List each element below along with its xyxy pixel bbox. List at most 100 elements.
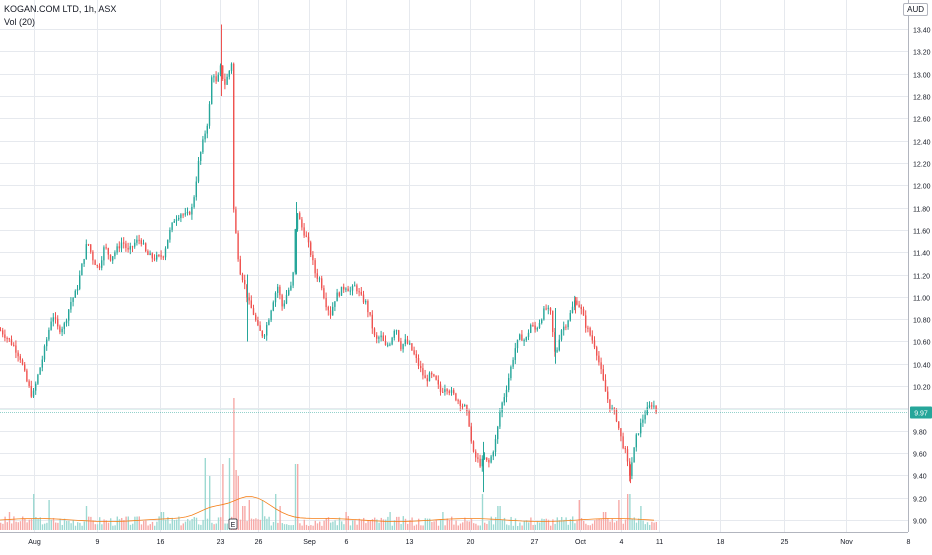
volume-bar: [270, 525, 272, 530]
x-tick-label: Oct: [575, 539, 586, 546]
volume-bar: [330, 522, 332, 530]
candle-body: [545, 308, 547, 310]
candle-body: [556, 350, 558, 352]
candle-body: [369, 312, 371, 315]
candle-body: [523, 340, 525, 342]
volume-bar: [565, 517, 567, 530]
volume-bar: [481, 494, 484, 530]
volume-bar: [149, 524, 151, 530]
volume-bar: [611, 518, 613, 530]
volume-bar: [503, 517, 506, 530]
candle-body: [50, 321, 52, 330]
volume-bar: [191, 518, 193, 530]
volume-bar: [442, 512, 444, 530]
volume-bar: [257, 519, 259, 530]
candle-body: [200, 152, 202, 161]
candle-body: [646, 407, 648, 415]
volume-bar: [136, 516, 138, 530]
volume-bars: [0, 398, 657, 530]
volume-bar: [470, 519, 473, 530]
candle-body: [391, 337, 393, 345]
candle-body: [19, 356, 21, 360]
volume-bar: [499, 506, 501, 530]
volume-bar: [44, 523, 46, 530]
candle-body: [257, 320, 259, 326]
volume-bar: [407, 523, 409, 530]
candle-body: [490, 456, 492, 463]
candle-body: [499, 412, 501, 427]
y-tick-label: 9.00: [913, 519, 927, 526]
candle-body: [241, 274, 244, 281]
candle-body: [142, 243, 145, 245]
volume-bar: [312, 525, 314, 530]
volume-bar: [389, 512, 391, 530]
x-tick-label: 4: [620, 539, 624, 546]
volume-bar: [37, 518, 39, 530]
volume-bar: [396, 516, 398, 530]
volume-bar: [195, 517, 198, 530]
candle-body: [420, 365, 422, 369]
volume-bar: [468, 521, 470, 530]
volume-bar: [114, 525, 116, 530]
volume-bar: [616, 521, 618, 530]
volume-bar: [426, 518, 429, 530]
candles: [0, 24, 657, 493]
candle-body: [569, 312, 571, 321]
candle-body: [428, 372, 431, 382]
candle-body: [323, 288, 325, 298]
candle-body: [437, 379, 439, 385]
candle-body: [48, 329, 50, 340]
volume-bar: [638, 518, 640, 530]
volume-bar: [220, 517, 222, 530]
candle-body: [574, 300, 576, 307]
volume-bar: [13, 516, 15, 530]
candle-body: [224, 78, 226, 85]
volume-bar: [420, 525, 422, 530]
candle-body: [534, 325, 536, 330]
candle-body: [378, 337, 380, 339]
candle-body: [409, 343, 411, 345]
candle-body: [417, 358, 420, 366]
candle-body: [98, 265, 101, 268]
volume-bar: [171, 517, 173, 530]
candle-body: [585, 315, 587, 328]
volume-bar: [605, 512, 607, 530]
volume-bar: [127, 516, 129, 530]
y-tick-label: 9.80: [913, 430, 927, 437]
volume-bar: [63, 518, 66, 530]
volume-bar: [563, 519, 565, 530]
candle-body: [288, 289, 290, 295]
volume-bar: [530, 517, 532, 530]
volume-bar: [510, 516, 512, 530]
grid: [0, 0, 908, 532]
candle-body: [457, 400, 459, 402]
candle-body: [477, 457, 479, 459]
volume-bar: [462, 522, 464, 530]
candle-body: [81, 263, 83, 276]
candle-body: [68, 309, 70, 321]
volume-bar: [305, 524, 308, 530]
volume-bar: [589, 525, 591, 530]
currency-button[interactable]: AUD: [903, 3, 928, 16]
volume-bar: [77, 522, 79, 530]
price-axis-bg: [908, 0, 932, 550]
volume-bar: [429, 518, 431, 530]
volume-bar: [327, 517, 330, 530]
volume-bar: [495, 517, 497, 530]
candle-body: [162, 256, 164, 258]
volume-bar: [59, 518, 61, 530]
candle-body: [600, 362, 602, 370]
candle-body: [479, 458, 481, 467]
volume-bar: [627, 494, 629, 530]
volume-bar: [490, 516, 492, 530]
volume-bar: [319, 521, 321, 530]
volume-bar: [569, 519, 572, 530]
candle-body: [530, 325, 532, 333]
earnings-marker-label: E: [231, 522, 236, 529]
volume-bar: [360, 519, 363, 530]
candle-body: [52, 317, 54, 322]
candle-body: [532, 325, 534, 327]
candle-body: [314, 260, 316, 274]
volume-bar: [371, 519, 374, 530]
